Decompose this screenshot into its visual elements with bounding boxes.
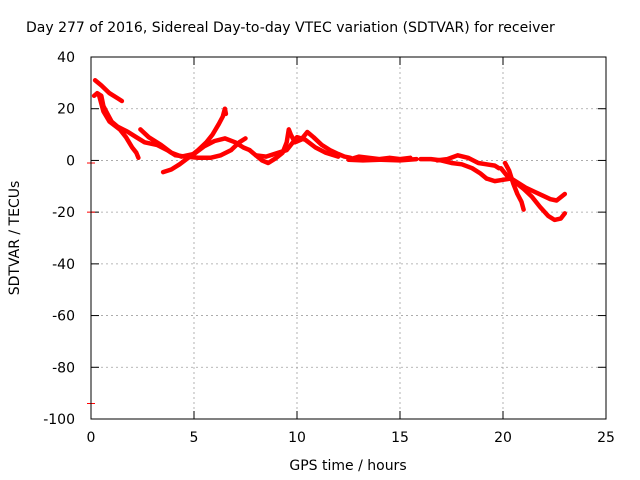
series-line-11 xyxy=(434,153,502,171)
y-tick-label: 20 xyxy=(57,102,75,118)
axis-ticks xyxy=(90,56,607,420)
x-tick-label: 0 xyxy=(87,430,96,446)
x-axis-title: GPS time / hours xyxy=(289,458,406,474)
x-tick-label: 20 xyxy=(494,430,512,446)
plot-frame xyxy=(90,56,607,420)
series-line-12 xyxy=(484,176,568,203)
x-tick-label: 5 xyxy=(190,430,199,446)
chart-title: Day 277 of 2016, Sidereal Day-to-day VTE… xyxy=(26,20,555,36)
x-tick-label: 15 xyxy=(391,430,409,446)
series-line-1 xyxy=(92,78,125,104)
y-axis-title: SDTVAR / TECUs xyxy=(7,181,23,296)
y-tick-label: -80 xyxy=(52,360,75,376)
x-tick-labels: 0 5 10 15 20 25 xyxy=(87,430,615,446)
series-line-10 xyxy=(418,156,489,181)
series-line-9 xyxy=(346,156,419,163)
y-tick-label: -20 xyxy=(52,205,75,221)
y-tick-label: 0 xyxy=(66,153,75,169)
series-line-13 xyxy=(502,160,526,212)
y-tick-label: 40 xyxy=(57,50,75,66)
series-line-5 xyxy=(160,106,229,175)
x-tick-label: 25 xyxy=(597,430,615,446)
x-tick-label: 10 xyxy=(288,430,306,446)
grid xyxy=(91,57,606,419)
series-line-3 xyxy=(96,93,141,161)
series-line-14 xyxy=(498,165,568,223)
series-line-7 xyxy=(253,134,341,159)
data-series xyxy=(87,78,568,404)
y-tick-label: -100 xyxy=(43,412,75,428)
y-tick-labels: -100 -80 -60 -40 -20 0 20 40 xyxy=(43,50,75,428)
y-tick-label: -60 xyxy=(52,309,75,325)
y-tick-label: -40 xyxy=(52,257,75,273)
series-line-6 xyxy=(247,127,353,166)
